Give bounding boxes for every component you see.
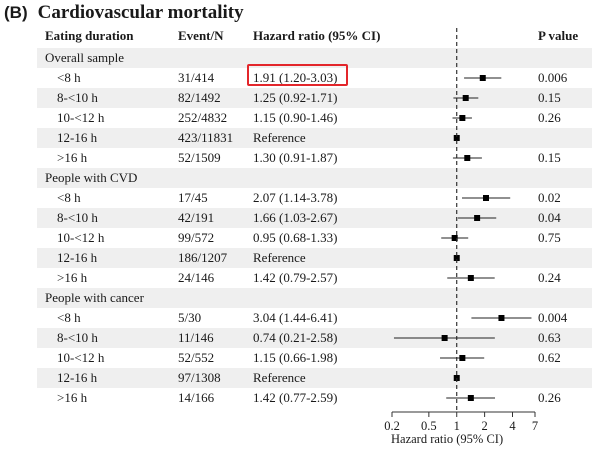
row-label: 10-<12 h <box>57 230 105 245</box>
row-label: 8-<10 h <box>57 210 98 225</box>
row-band <box>37 168 592 188</box>
hazard-ratio-text: 1.42 (0.77-2.59) <box>253 390 338 405</box>
row-label: 12-16 h <box>57 370 98 385</box>
point-estimate <box>441 335 448 341</box>
event-n: 24/146 <box>178 270 215 285</box>
hazard-ratio-text: Reference <box>253 370 306 385</box>
p-value: 0.63 <box>538 330 561 345</box>
header-p-value: P value <box>538 28 579 43</box>
event-n: 14/166 <box>178 390 215 405</box>
row-band <box>37 48 592 68</box>
event-n: 52/552 <box>178 350 215 365</box>
row-label: 12-16 h <box>57 130 98 145</box>
header-event-n: Event/N <box>178 28 224 43</box>
point-estimate <box>474 215 481 221</box>
p-value: 0.15 <box>538 90 561 105</box>
x-axis-label: Hazard ratio (95% CI) <box>391 432 504 446</box>
group-label: People with CVD <box>45 170 138 185</box>
event-n: 31/414 <box>178 70 215 85</box>
row-label: 10-<12 h <box>57 350 105 365</box>
hazard-ratio-text: 1.30 (0.91-1.87) <box>253 150 338 165</box>
event-n: 99/572 <box>178 230 215 245</box>
row-band <box>37 88 592 108</box>
x-tick-label: 0.2 <box>384 419 400 433</box>
p-value: 0.004 <box>538 310 568 325</box>
row-label: 8-<10 h <box>57 330 98 345</box>
row-label: <8 h <box>57 310 81 325</box>
hazard-ratio-text: Reference <box>253 130 306 145</box>
figure-title: (B) Cardiovascular mortality <box>4 2 244 24</box>
hazard-ratio-text: 1.66 (1.03-2.67) <box>253 210 338 225</box>
point-estimate <box>498 315 505 321</box>
row-label: 8-<10 h <box>57 90 98 105</box>
x-tick-label: 1 <box>454 419 460 433</box>
point-estimate <box>453 135 460 141</box>
group-label: Overall sample <box>45 50 125 65</box>
event-n: 11/146 <box>178 330 214 345</box>
p-value: 0.62 <box>538 350 561 365</box>
event-n: 252/4832 <box>178 110 228 125</box>
p-value: 0.75 <box>538 230 561 245</box>
event-n: 82/1492 <box>178 90 221 105</box>
hazard-ratio-text: 3.04 (1.44-6.41) <box>253 310 338 325</box>
hazard-ratio-text: 0.95 (0.68-1.33) <box>253 230 338 245</box>
event-n: 52/1509 <box>178 150 221 165</box>
point-estimate <box>459 355 466 361</box>
p-value: 0.26 <box>538 390 561 405</box>
row-label: <8 h <box>57 190 81 205</box>
header-hazard-ratio: Hazard ratio (95% CI) <box>253 28 381 43</box>
p-value: 0.006 <box>538 70 568 85</box>
row-band <box>37 368 592 388</box>
row-label: >16 h <box>57 270 88 285</box>
row-band <box>37 208 592 228</box>
event-n: 186/1207 <box>178 250 228 265</box>
point-estimate <box>462 95 469 101</box>
x-tick-label: 4 <box>509 419 516 433</box>
hazard-ratio-text: 1.91 (1.20-3.03) <box>253 70 338 85</box>
p-value: 0.24 <box>538 270 561 285</box>
hazard-ratio-text: 1.25 (0.92-1.71) <box>253 90 338 105</box>
panel-tag: (B) <box>4 3 28 22</box>
row-band <box>37 128 592 148</box>
row-band <box>37 288 592 308</box>
hazard-ratio-text: 2.07 (1.14-3.78) <box>253 190 338 205</box>
hazard-ratio-text: 1.15 (0.66-1.98) <box>253 350 338 365</box>
p-value: 0.02 <box>538 190 561 205</box>
point-estimate <box>467 275 474 281</box>
hazard-ratio-text: 1.15 (0.90-1.46) <box>253 110 338 125</box>
row-band <box>37 248 592 268</box>
hazard-ratio-text: 1.42 (0.79-2.57) <box>253 270 338 285</box>
header-eating-duration: Eating duration <box>45 28 134 43</box>
p-value: 0.04 <box>538 210 561 225</box>
event-n: 423/11831 <box>178 130 234 145</box>
event-n: 17/45 <box>178 190 208 205</box>
point-estimate <box>453 255 460 261</box>
x-tick-label: 7 <box>532 419 538 433</box>
row-label: 12-16 h <box>57 250 98 265</box>
p-value: 0.15 <box>538 150 561 165</box>
point-estimate <box>479 75 486 81</box>
highlight-box <box>247 64 348 86</box>
title-text: Cardiovascular mortality <box>37 2 244 23</box>
p-value: 0.26 <box>538 110 561 125</box>
x-tick-label: 0.5 <box>421 419 437 433</box>
event-n: 97/1308 <box>178 370 221 385</box>
point-estimate <box>482 195 489 201</box>
event-n: 42/191 <box>178 210 215 225</box>
row-label: >16 h <box>57 150 88 165</box>
row-label: >16 h <box>57 390 88 405</box>
row-label: 10-<12 h <box>57 110 105 125</box>
point-estimate <box>467 395 474 401</box>
group-label: People with cancer <box>45 290 144 305</box>
row-band <box>37 328 592 348</box>
hazard-ratio-text: 0.74 (0.21-2.58) <box>253 330 338 345</box>
row-label: <8 h <box>57 70 81 85</box>
point-estimate <box>459 115 466 121</box>
point-estimate <box>464 155 471 161</box>
x-tick-label: 2 <box>481 419 487 433</box>
hazard-ratio-text: Reference <box>253 250 306 265</box>
event-n: 5/30 <box>178 310 202 325</box>
point-estimate <box>451 235 458 241</box>
